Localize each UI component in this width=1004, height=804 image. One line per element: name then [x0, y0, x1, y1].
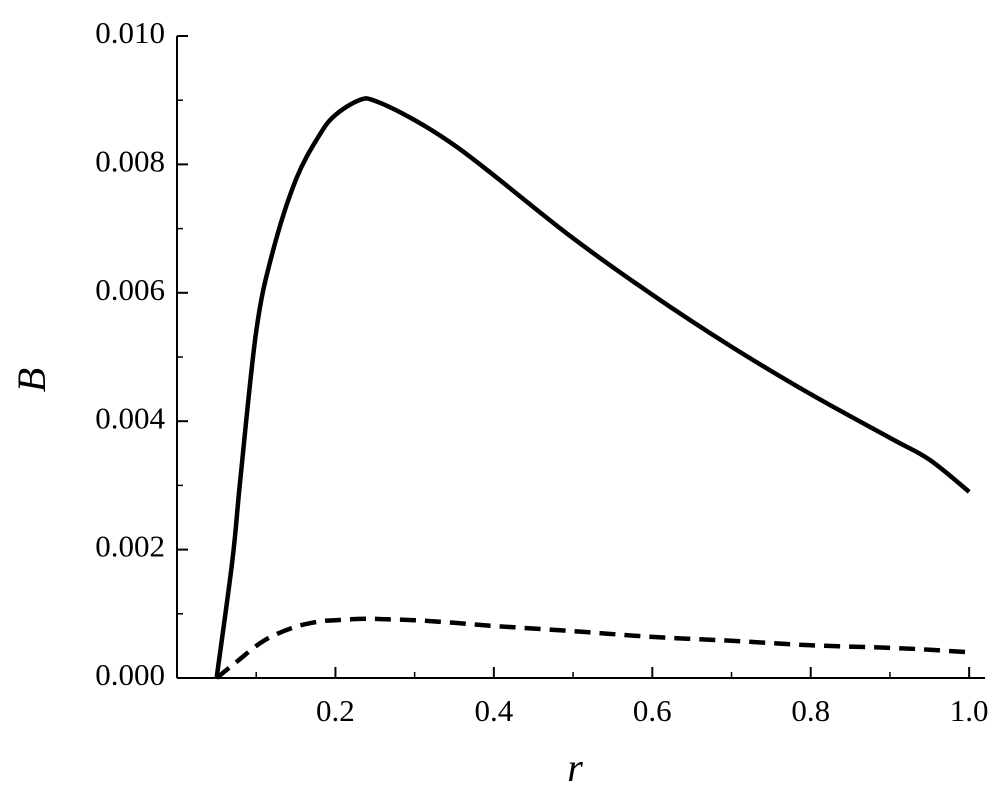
y-tick-label: 0.000 [95, 657, 165, 692]
x-tick-label: 1.0 [950, 693, 989, 728]
y-tick-label: 0.006 [95, 272, 165, 307]
y-tick-label: 0.008 [95, 144, 165, 179]
y-tick-label: 0.010 [95, 15, 165, 50]
data-line [214, 96, 971, 679]
data-line [215, 616, 970, 680]
x-tick-label: 0.8 [791, 693, 830, 728]
x-tick-label: 0.6 [633, 693, 672, 728]
y-axis-label: B [9, 368, 54, 392]
y-tick-label: 0.004 [95, 400, 165, 435]
x-tick-label: 0.2 [316, 693, 355, 728]
x-axis-label: r [567, 745, 583, 790]
y-tick-label: 0.002 [95, 529, 165, 564]
x-tick-label: 0.4 [474, 693, 513, 728]
